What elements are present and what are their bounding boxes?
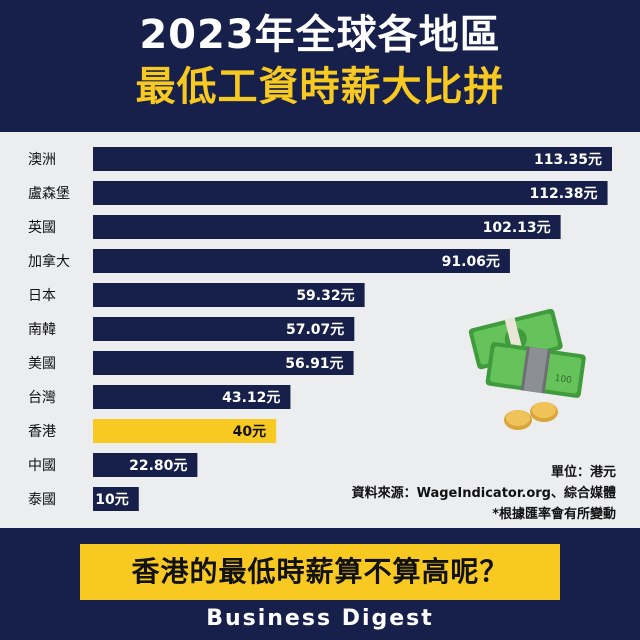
value-label: 57.07元 bbox=[286, 322, 344, 338]
cash-and-coins-icon: 100 bbox=[466, 300, 590, 438]
bar-4 bbox=[93, 283, 365, 307]
bar-3 bbox=[93, 249, 510, 273]
category-label: 中國 bbox=[28, 458, 56, 474]
bar-0 bbox=[93, 147, 612, 171]
unit-note: 單位：港元 bbox=[550, 465, 616, 480]
svg-text:100: 100 bbox=[554, 374, 573, 386]
value-label: 113.35元 bbox=[534, 152, 602, 168]
bar-chart: 澳洲 113.35元盧森堡 112.38元英國 102.13元加拿大 91.06元日本 5… bbox=[0, 132, 640, 528]
footer-banner: 香港的最低時薪算不算高呢？ Business Digest bbox=[0, 528, 640, 640]
value-label: 56.91元 bbox=[285, 356, 343, 372]
brand-name: Business Digest bbox=[206, 606, 434, 631]
value-label: 40元 bbox=[233, 424, 266, 440]
category-label: 美國 bbox=[28, 356, 56, 372]
question-banner: 香港的最低時薪算不算高呢？ bbox=[80, 544, 560, 600]
disclaimer-note: *根據匯率會有所變動 bbox=[492, 507, 616, 522]
title-line-2: 最低工資時薪大比拼 bbox=[135, 64, 505, 110]
bar-6 bbox=[93, 351, 354, 375]
bar-7 bbox=[93, 385, 291, 409]
title-line-1: 2023年全球各地區 bbox=[139, 12, 501, 58]
category-label: 台灣 bbox=[28, 390, 56, 406]
bar-1 bbox=[93, 181, 608, 205]
value-label: 43.12元 bbox=[222, 390, 280, 406]
source-note: 資料來源：WageIndicator.org、綜合媒體 bbox=[351, 486, 616, 501]
value-label: 102.13元 bbox=[483, 220, 551, 236]
category-label: 香港 bbox=[28, 424, 56, 440]
bar-2 bbox=[93, 215, 561, 239]
category-label: 日本 bbox=[28, 288, 56, 304]
value-label: 91.06元 bbox=[442, 254, 500, 270]
chart-notes: 單位：港元 資料來源：WageIndicator.org、綜合媒體 *根據匯率會… bbox=[352, 462, 616, 525]
category-label: 南韓 bbox=[28, 322, 56, 338]
value-label: 112.38元 bbox=[530, 186, 598, 202]
category-label: 英國 bbox=[28, 219, 56, 236]
header-banner: 2023年全球各地區 最低工資時薪大比拼 bbox=[0, 0, 640, 132]
value-label: 59.32元 bbox=[296, 288, 354, 304]
category-label: 澳洲 bbox=[28, 152, 56, 168]
bar-8 bbox=[93, 419, 277, 443]
category-label: 加拿大 bbox=[28, 253, 70, 270]
category-label: 盧森堡 bbox=[28, 186, 70, 202]
bar-9 bbox=[93, 453, 198, 477]
value-label: 22.80元 bbox=[129, 458, 187, 474]
bar-5 bbox=[93, 317, 355, 341]
value-label: 10元 bbox=[95, 492, 128, 508]
bar-10 bbox=[93, 487, 139, 511]
category-label: 泰國 bbox=[28, 492, 56, 508]
